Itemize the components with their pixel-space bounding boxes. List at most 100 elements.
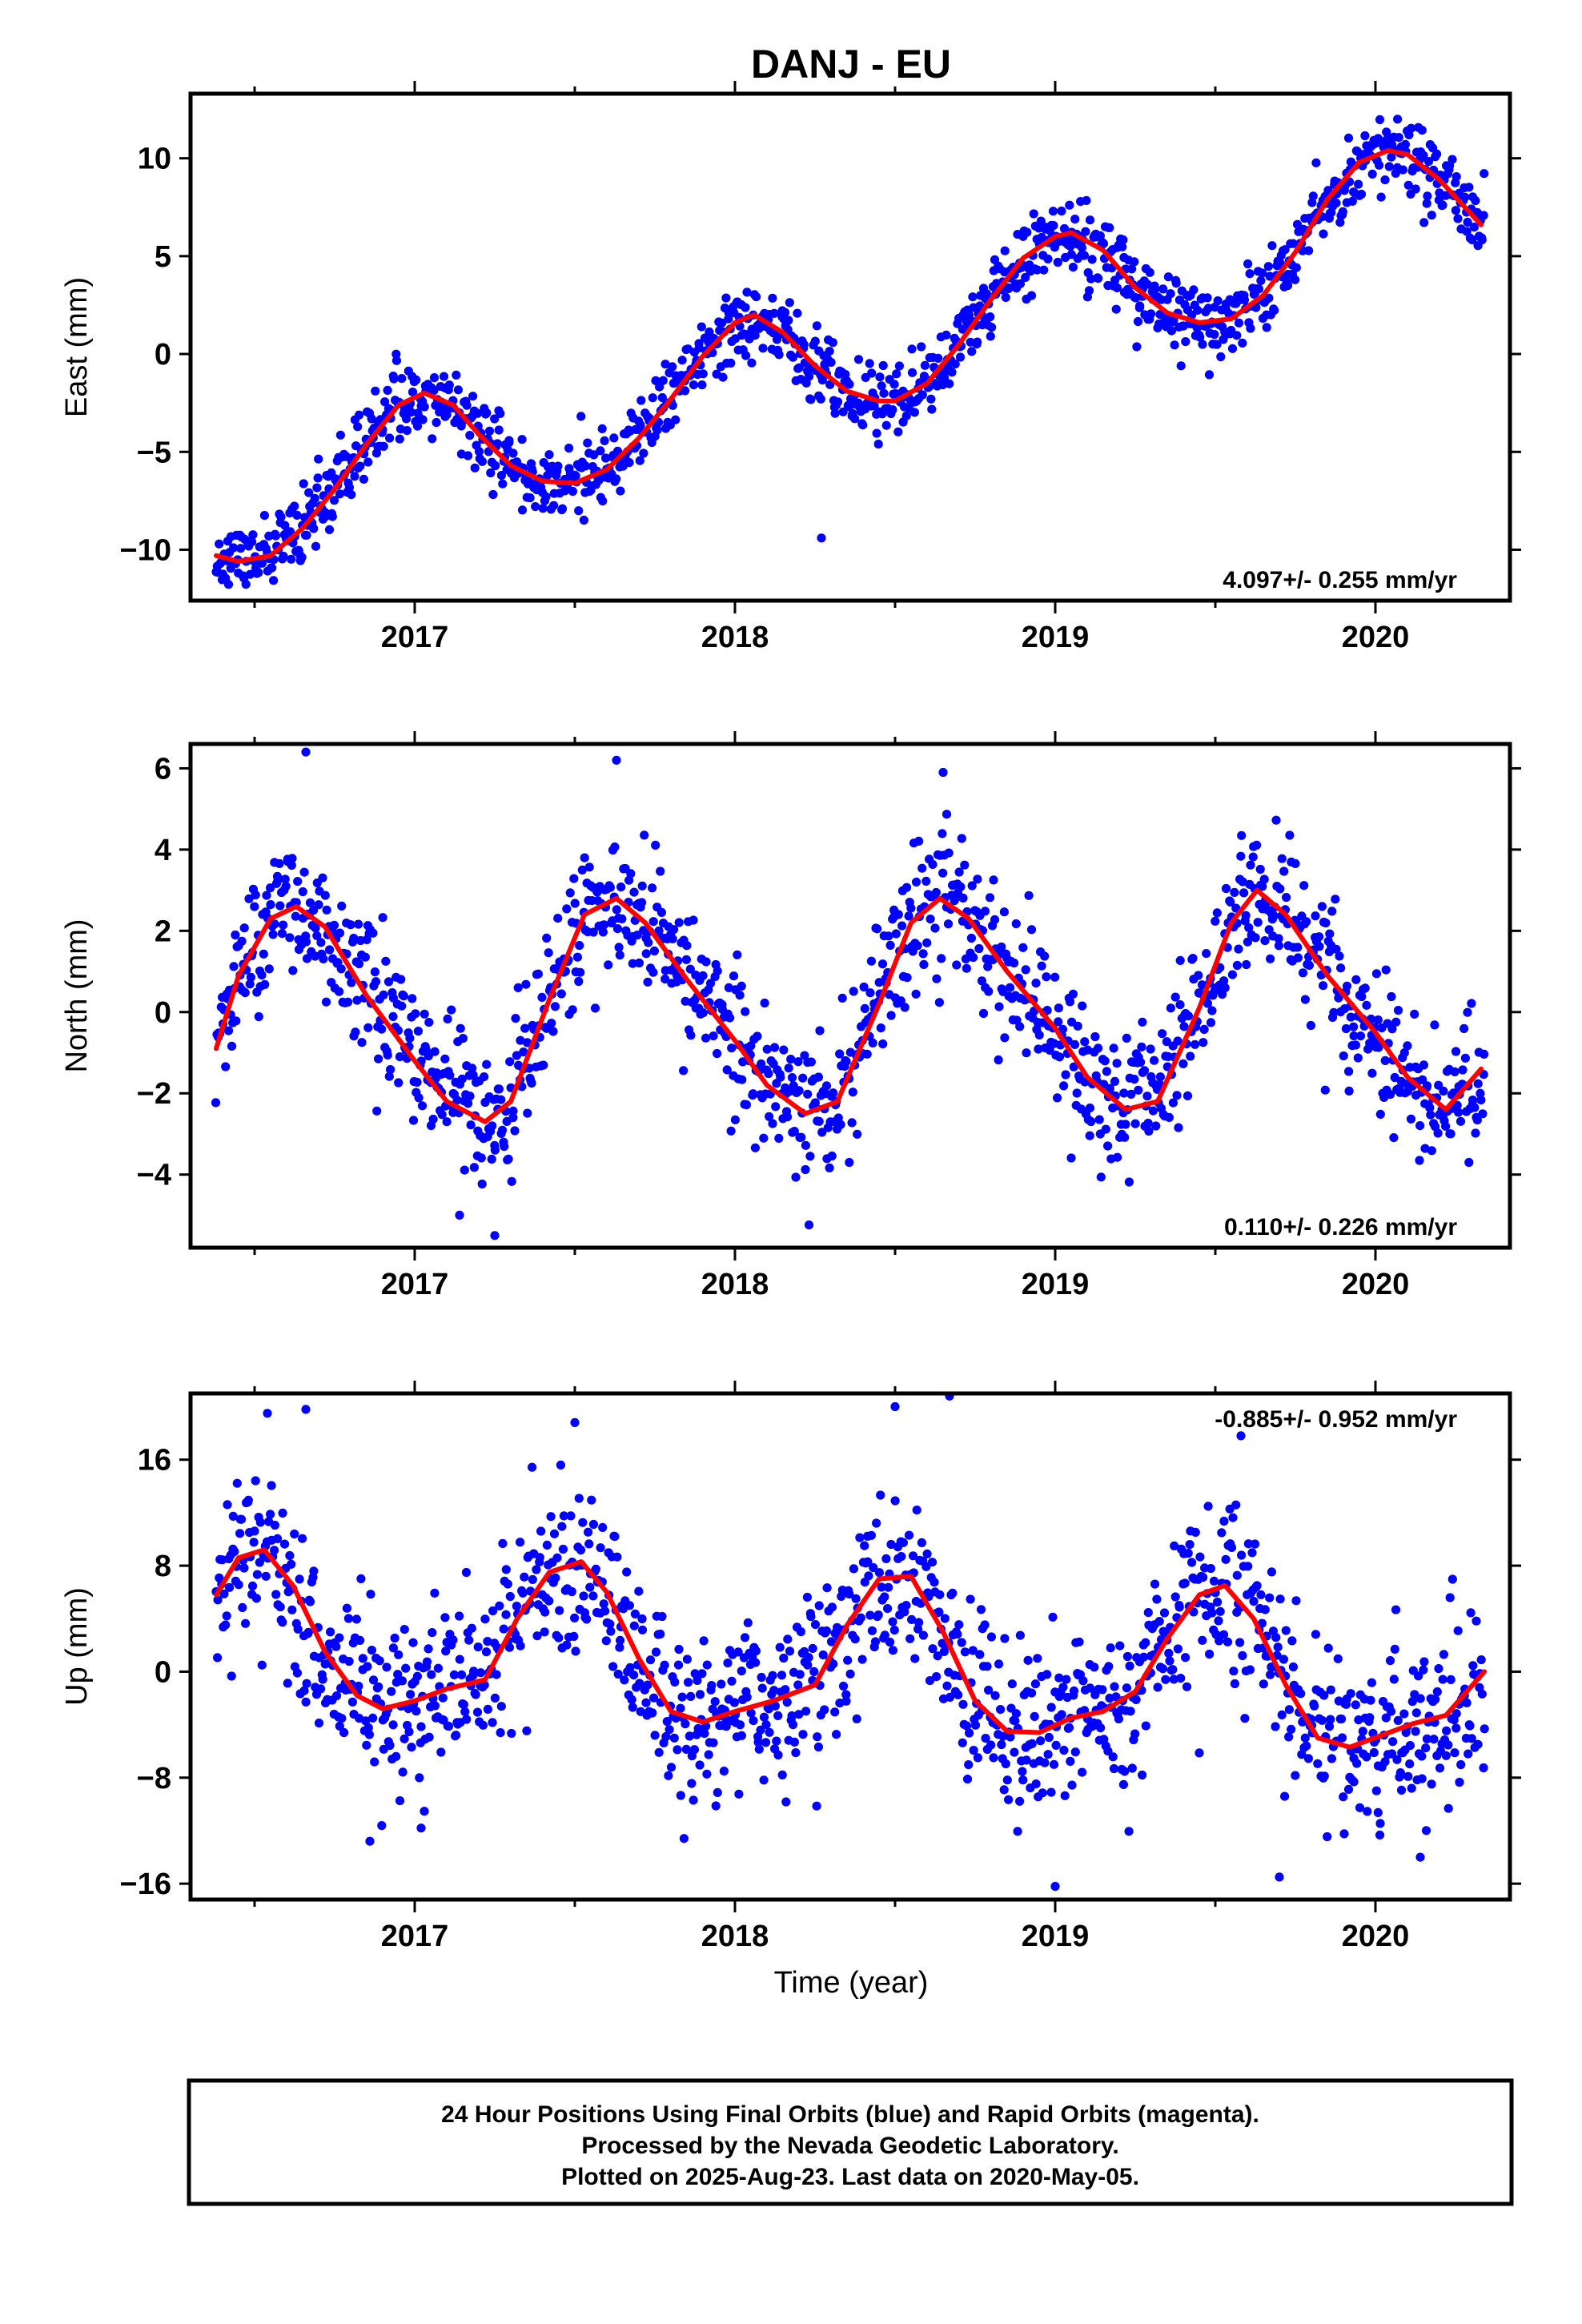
east-data-point: [1338, 207, 1347, 216]
up-data-point: [1232, 1570, 1242, 1580]
north-data-point: [346, 920, 355, 930]
up-data-point: [661, 1731, 671, 1742]
up-data-point: [355, 1635, 365, 1645]
up-data-point: [298, 1534, 307, 1543]
up-data-point: [1336, 1714, 1347, 1724]
up-data-point: [613, 1669, 623, 1679]
up-data-point: [1392, 1755, 1402, 1764]
up-data-point: [1152, 1594, 1162, 1604]
up-data-point: [1215, 1606, 1225, 1616]
north-data-point: [651, 840, 661, 850]
up-data-point: [469, 1667, 479, 1676]
up-data-point: [1130, 1729, 1140, 1739]
up-data-point: [1327, 1754, 1336, 1763]
east-data-point: [817, 533, 826, 543]
north-data-point: [524, 1063, 534, 1073]
up-data-point: [1349, 1777, 1359, 1787]
up-data-point: [922, 1549, 932, 1558]
east-data-point: [1212, 340, 1222, 349]
north-data-point: [1110, 1076, 1120, 1086]
north-data-point: [1415, 1121, 1425, 1131]
east-data-point: [878, 360, 888, 371]
north-data-point: [958, 893, 968, 903]
north-data-point: [1251, 933, 1260, 943]
north-data-point: [616, 883, 626, 892]
up-data-point: [271, 1590, 281, 1599]
up-data-point: [996, 1705, 1006, 1715]
east-data-point: [1111, 304, 1121, 314]
up-data-point: [374, 1682, 383, 1691]
up-data-point: [1421, 1826, 1431, 1835]
up-data-point: [1296, 1689, 1306, 1699]
east-data-point: [229, 543, 239, 553]
north-data-point: [1422, 1081, 1432, 1091]
north-data-point: [455, 1210, 464, 1220]
north-data-point: [1274, 941, 1283, 951]
east-data-point: [1204, 370, 1215, 380]
north-data-point: [523, 1108, 532, 1118]
north-data-point: [793, 1057, 803, 1067]
up-data-point: [433, 1663, 444, 1673]
east-data-point: [1356, 189, 1367, 199]
up-data-point: [630, 1609, 640, 1618]
up-data-point: [1319, 1691, 1329, 1700]
up-data-point: [492, 1670, 501, 1679]
north-data-point: [1298, 968, 1308, 978]
up-data-point: [1058, 1683, 1068, 1692]
east-data-point: [557, 504, 568, 513]
up-data-point: [1445, 1593, 1455, 1602]
up-data-point: [781, 1797, 791, 1807]
footer-line-processed: Processed by the Nevada Geodetic Laborat…: [581, 2133, 1118, 2159]
east-data-point: [907, 368, 917, 377]
up-data-point: [1396, 1785, 1407, 1795]
north-data-point: [1331, 895, 1340, 904]
east-data-point: [574, 506, 584, 516]
up-data-point: [1120, 1767, 1130, 1776]
north-data-point: [488, 1121, 497, 1131]
east-data-point: [1460, 192, 1470, 202]
north-xtick-label: 2017: [381, 1268, 449, 1301]
up-data-point: [980, 1620, 990, 1630]
north-data-point: [1458, 1065, 1468, 1075]
north-data-point: [523, 1038, 532, 1047]
east-data-point: [371, 386, 380, 396]
up-data-point: [385, 1740, 395, 1751]
north-data-point: [319, 954, 328, 963]
north-data-point: [231, 930, 240, 940]
up-data-point: [566, 1511, 576, 1521]
up-data-point: [460, 1707, 470, 1716]
north-data-point: [1353, 1053, 1363, 1063]
north-data-point: [1406, 1114, 1416, 1124]
east-data-point: [484, 426, 495, 436]
up-data-point: [478, 1720, 488, 1730]
up-data-point: [1054, 1673, 1064, 1683]
up-data-point: [935, 1590, 945, 1599]
north-data-point: [977, 976, 986, 986]
up-data-point: [634, 1586, 644, 1596]
up-data-point: [335, 1721, 344, 1731]
up-data-point: [656, 1629, 665, 1639]
north-data-point: [1454, 1108, 1464, 1117]
north-data-point: [257, 971, 267, 980]
up-data-point: [695, 1760, 705, 1770]
east-data-point: [1095, 231, 1105, 240]
north-data-point: [1371, 969, 1381, 979]
east-data-point: [1291, 263, 1301, 272]
up-data-point: [1380, 1757, 1390, 1767]
up-data-point: [957, 1638, 966, 1647]
east-data-point: [1015, 279, 1026, 288]
north-ytick-label: 6: [155, 752, 171, 786]
up-data-point: [598, 1522, 608, 1532]
up-data-point: [251, 1594, 261, 1603]
east-data-point: [397, 374, 407, 384]
up-data-point: [1407, 1783, 1416, 1793]
east-data-point: [1181, 337, 1191, 347]
east-data-point: [1270, 305, 1279, 315]
north-data-point: [701, 957, 711, 967]
up-data-point: [1069, 1686, 1079, 1696]
east-data-point: [1417, 126, 1427, 135]
up-data-point: [1174, 1602, 1184, 1612]
east-data-point: [892, 369, 901, 379]
north-data-point: [917, 863, 927, 873]
